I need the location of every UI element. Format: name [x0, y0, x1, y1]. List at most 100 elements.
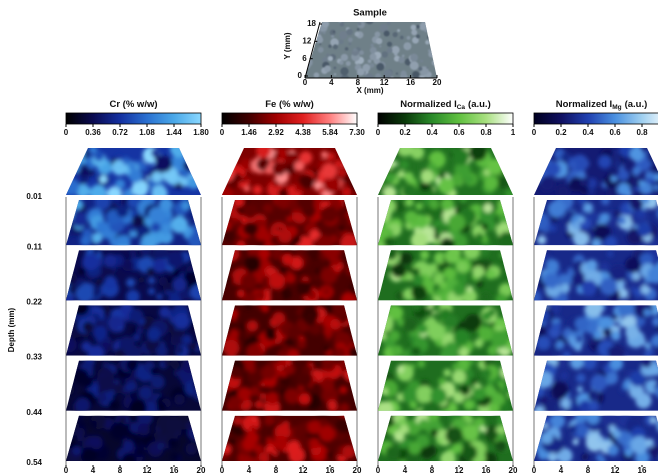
map-blob [79, 148, 86, 156]
map-blob [502, 382, 513, 394]
map-blob [343, 200, 357, 210]
map-blob [70, 148, 86, 161]
map-blob [320, 205, 339, 223]
map-blob [138, 276, 145, 284]
map-x-tick-label: 8 [430, 466, 435, 475]
map-blob [484, 443, 495, 454]
map-blob [581, 453, 589, 461]
map-blob [579, 185, 589, 195]
map-blob [331, 305, 350, 317]
map-blob [66, 383, 75, 396]
map-blob [103, 254, 117, 268]
map-blob [228, 161, 237, 170]
map-blob [538, 154, 549, 165]
map-blob [453, 328, 470, 346]
sample-speck [338, 39, 344, 45]
map-x-tick-label: 12 [299, 466, 308, 475]
map-blob [190, 343, 198, 350]
map-blob [534, 386, 545, 398]
map-blob [322, 250, 341, 260]
depth-tick-label: 0.11 [27, 242, 43, 251]
map-blob [420, 169, 434, 184]
map-blob [323, 346, 330, 353]
depth-tick-label: 0.22 [26, 298, 42, 307]
sample-speck [430, 47, 435, 51]
map-blob [385, 445, 401, 461]
map-blob [415, 202, 423, 211]
map-blob [388, 330, 401, 342]
map-x-tick-label: 8 [274, 466, 279, 475]
map-blob [384, 250, 398, 260]
map-blob [322, 286, 332, 296]
map-blob [192, 224, 201, 236]
map-blob [246, 320, 259, 332]
map-blob [647, 265, 658, 284]
map-blob [496, 175, 510, 189]
map-blob [90, 420, 97, 428]
sample-speck [367, 59, 372, 64]
map-blob [504, 416, 513, 429]
map-blob [617, 216, 626, 225]
map-blob [163, 360, 170, 367]
map-blob [452, 391, 465, 404]
map-blob [272, 415, 282, 422]
map-blob [576, 373, 586, 383]
sample-speck [432, 24, 437, 34]
map-blob [89, 148, 98, 154]
sample-speck [367, 78, 370, 81]
map-blob [420, 181, 430, 192]
sample-speck [322, 31, 326, 34]
map-blob [624, 448, 633, 457]
map-blob [474, 232, 485, 243]
map-blob [87, 169, 95, 177]
map-blob [571, 272, 586, 287]
map-blob [399, 252, 413, 265]
colorbar-tick-label: 2.92 [268, 128, 284, 137]
map-blob [78, 268, 86, 276]
map-blob [66, 204, 75, 216]
map-blob [378, 254, 386, 266]
map-blob [190, 149, 201, 162]
map-texture [534, 200, 658, 246]
map-blob [155, 155, 173, 173]
map-blob [82, 321, 94, 333]
map-blob [461, 288, 478, 301]
depth-label: Depth (mm) [7, 307, 16, 352]
colorbar-tick-label: 1.46 [241, 128, 257, 137]
colorbar-tick-label: 1.08 [139, 128, 155, 137]
map-blob [487, 345, 499, 356]
map-blob [378, 430, 383, 438]
map-blob [502, 305, 509, 309]
map-blob [127, 200, 140, 208]
sample-speck [427, 35, 431, 40]
panel-title: Normalized IMg (a.u.) [556, 99, 648, 111]
colorbar-tick-label: 1.80 [193, 128, 209, 137]
depth-tick-label: 0.33 [26, 353, 42, 362]
map-blob [625, 256, 641, 273]
colorbar-tick-label: 0.4 [426, 128, 438, 137]
map-blob [637, 222, 652, 237]
map-x-tick-label: 0 [64, 466, 69, 475]
colorbar-tick-label: 7.30 [349, 128, 365, 137]
sample-speck [418, 66, 423, 71]
map-blob [280, 288, 292, 300]
map-blob [412, 274, 424, 286]
map-blob [447, 403, 458, 411]
map-blob [132, 435, 142, 446]
sample-speck [348, 37, 353, 43]
map-x-tick-label: 20 [509, 466, 518, 475]
map-blob [150, 222, 161, 233]
map-blob [156, 402, 167, 411]
map-blob [402, 388, 417, 404]
map-blob [397, 170, 405, 178]
map-blob [311, 381, 323, 393]
depth-map [378, 148, 513, 195]
map-blob [349, 177, 357, 191]
map-blob [653, 184, 658, 192]
map-blob [183, 160, 194, 171]
map-blob [273, 152, 281, 161]
sample-speck [409, 61, 419, 71]
sample-speck [315, 24, 318, 27]
map-blob [383, 236, 395, 246]
